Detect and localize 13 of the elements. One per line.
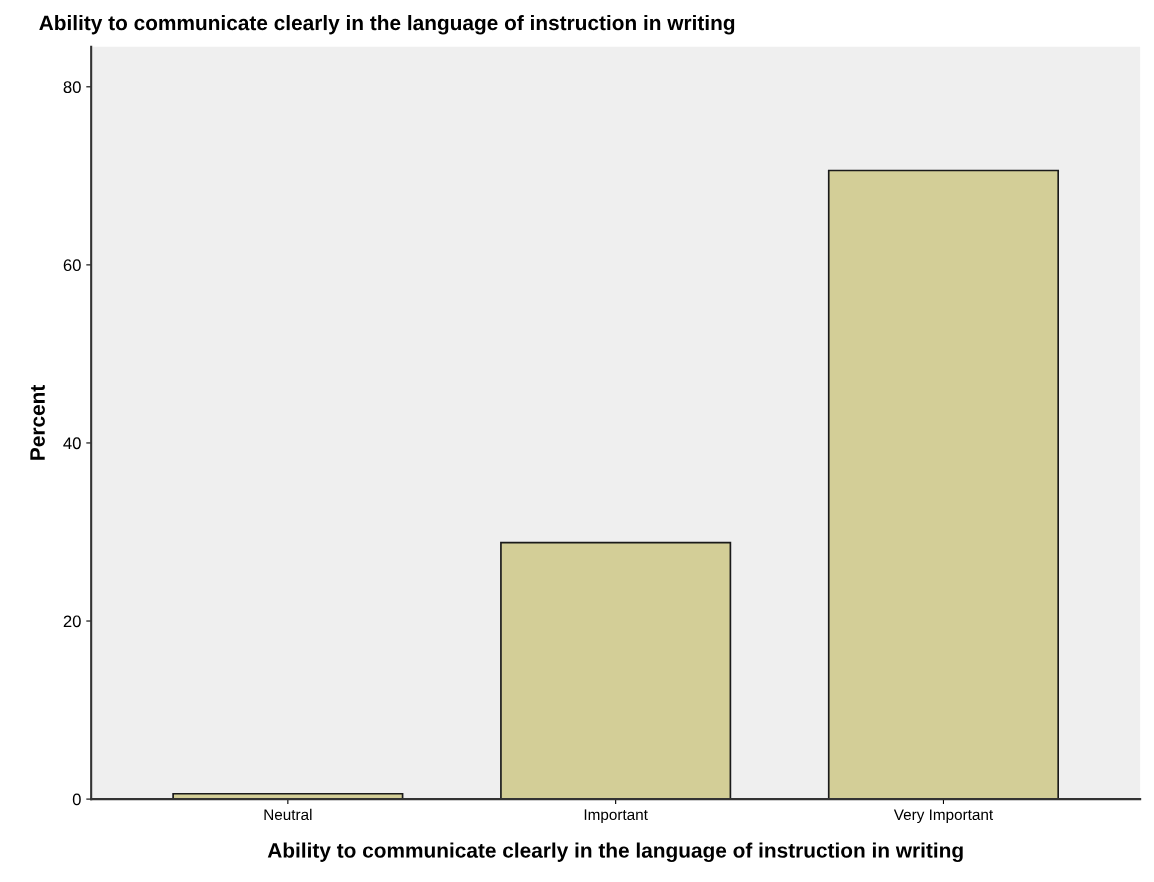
bar	[827, 169, 1060, 800]
y-tick-label: 0	[72, 793, 81, 806]
bar	[500, 541, 732, 800]
x-tick-label: Important	[584, 809, 648, 824]
x-axis-title: Ability to communicate clearly in the language of instruction in writing	[267, 842, 963, 863]
y-tick-label: 20	[63, 615, 81, 628]
y-tick-label: 40	[63, 437, 81, 450]
y-tick-label: 60	[63, 259, 81, 272]
x-tick-label: Very Important	[893, 809, 994, 824]
y-axis-title: Percent	[30, 384, 45, 460]
x-tick-label: Neutral	[264, 808, 312, 821]
y-tick-label: 80	[63, 81, 81, 94]
chart-title: Ability to communicate clearly in the language of instruction in writing	[39, 14, 735, 35]
